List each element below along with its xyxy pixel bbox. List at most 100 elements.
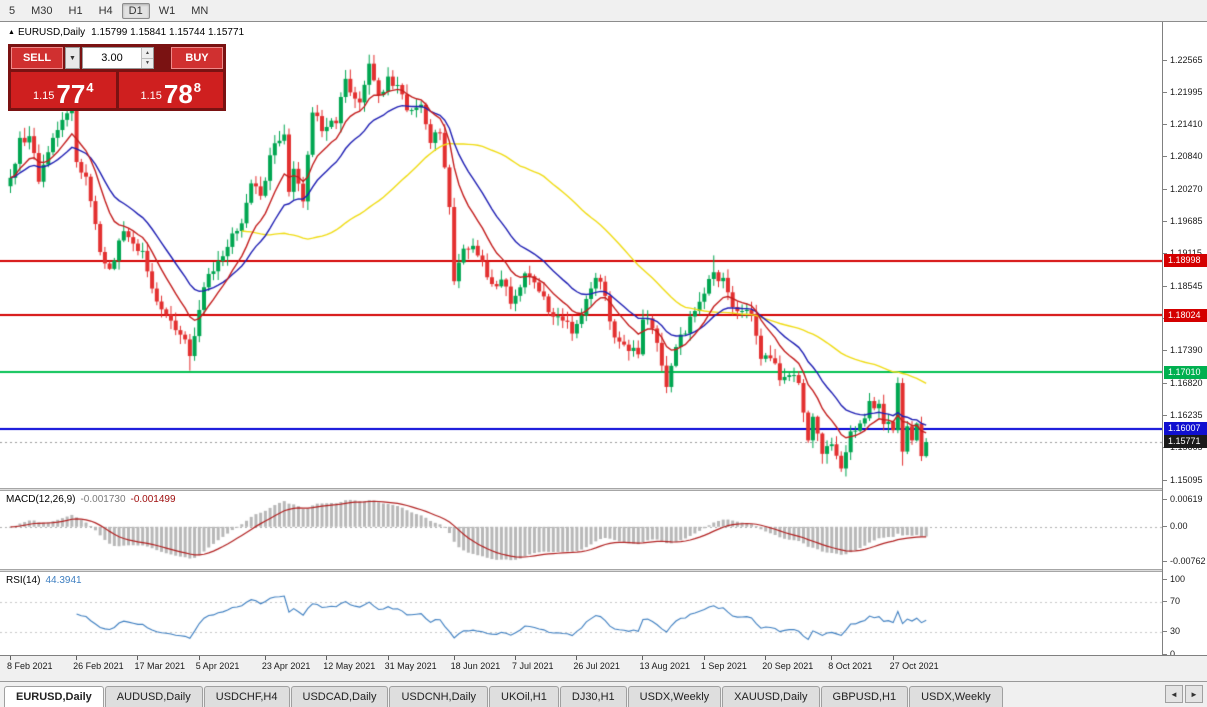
volume-field-wrap: ▲ ▼ <box>82 47 154 69</box>
scale-tick <box>1163 631 1167 632</box>
ask-price-pip: 8 <box>193 80 202 95</box>
timeframe-button-d1[interactable]: D1 <box>121 2 150 19</box>
time-label: 8 Feb 2021 <box>7 661 53 671</box>
chart-tab-usdx-weekly[interactable]: USDX,Weekly <box>909 686 1003 707</box>
ask-price-prefix: 1.15 <box>140 90 162 102</box>
chart-ohlc-header: ▲ EURUSD,Daily 1.15799 1.15841 1.15744 1.1… <box>8 27 244 38</box>
time-label: 23 Apr 2021 <box>261 661 311 671</box>
pane-separator-macd[interactable] <box>0 488 1207 491</box>
trade-prices-row: 1.15 77 4 1.15 78 8 <box>11 72 223 108</box>
scale-tick <box>1163 578 1167 580</box>
rsi-value: 44.3941 <box>45 575 82 586</box>
timeframe-button-mn[interactable]: MN <box>191 4 209 17</box>
scale-tick <box>1163 124 1167 126</box>
price-scale[interactable]: 1.22565 1.21995 1.21410 1.20840 1.20270 1.196… <box>1162 22 1207 659</box>
scale-tick <box>1163 601 1167 602</box>
scale-tick <box>1163 382 1167 384</box>
scale-tick <box>1163 59 1167 61</box>
scale-tick <box>1163 285 1167 287</box>
time-tick <box>576 656 578 660</box>
time-tick <box>198 656 200 660</box>
time-tick <box>515 656 517 660</box>
chart-tab-gbpusd-h1[interactable]: GBPUSD,H1 <box>820 686 909 707</box>
bid-price-big: 77 <box>56 78 86 109</box>
chart-tab-audusd-daily[interactable]: AUDUSD,Daily <box>104 686 203 707</box>
chart-window: ▲ EURUSD,Daily 1.15799 1.15841 1.15744 1.1… <box>0 22 1207 681</box>
chart-tab-xauusd-daily[interactable]: XAUUSD,Daily <box>722 686 820 707</box>
time-tick <box>642 656 644 660</box>
scale-tick <box>1163 479 1167 481</box>
time-label: 27 Oct 2021 <box>889 661 939 671</box>
scale-tick <box>1163 253 1167 255</box>
time-label: 26 Feb 2021 <box>73 661 124 671</box>
ask-price-panel[interactable]: 1.15 78 8 <box>118 72 223 108</box>
tabs-scroll-left-button[interactable]: ◄ <box>1165 685 1183 703</box>
rsi-header: RSI(14) 44.3941 <box>6 575 82 586</box>
chart-tab-usdx-weekly[interactable]: USDX,Weekly <box>627 686 722 707</box>
scale-tick <box>1163 156 1167 158</box>
volume-decrease-button[interactable]: ▼ <box>142 58 153 68</box>
chart-symbol-title: EURUSD,Daily <box>17 27 86 38</box>
time-label: 17 Mar 2021 <box>134 661 185 671</box>
price-label: 1.20840 <box>1170 151 1203 162</box>
scale-tick <box>1163 560 1167 562</box>
price-label: 1.19685 <box>1170 216 1203 227</box>
scale-tick <box>1163 526 1167 528</box>
timeframe-button-h4[interactable]: H4 <box>98 4 113 17</box>
rsi-scale-label: 100 <box>1170 573 1186 584</box>
rsi-scale-label: 30 <box>1170 626 1181 636</box>
time-tick <box>765 656 767 660</box>
price-tag: 1.18998 <box>1164 254 1207 268</box>
time-label: 13 Aug 2021 <box>639 661 691 671</box>
time-label: 18 Jun 2021 <box>450 661 501 671</box>
price-label: 1.16235 <box>1170 410 1203 421</box>
bid-price-panel[interactable]: 1.15 77 4 <box>11 72 116 108</box>
time-label: 26 Jul 2021 <box>573 661 620 671</box>
price-label: 1.21995 <box>1170 86 1203 97</box>
rsi-scale-label: 70 <box>1170 596 1181 606</box>
sell-button[interactable]: SELL <box>11 47 63 69</box>
rsi-canvas[interactable] <box>0 572 1162 655</box>
price-label: 1.19115 <box>1170 248 1202 258</box>
buy-button[interactable]: BUY <box>171 47 223 69</box>
scale-tick <box>1163 91 1167 93</box>
time-axis[interactable]: 8 Feb 2021 26 Feb 2021 17 Mar 2021 5 Apr 20… <box>0 655 1207 681</box>
time-tick <box>831 656 833 660</box>
timeframe-button-5[interactable]: 5 <box>9 4 16 17</box>
volume-increase-button[interactable]: ▲ <box>142 48 153 59</box>
bid-price-pip: 4 <box>86 80 94 95</box>
time-label: 31 May 2021 <box>384 661 437 671</box>
volume-dropdown-button[interactable]: ▼ <box>65 47 80 69</box>
chart-tab-usdchf-h4[interactable]: USDCHF,H4 <box>203 686 290 707</box>
time-tick <box>892 656 894 660</box>
symbol-marker-icon: ▲ <box>8 29 15 36</box>
scale-tick <box>1163 221 1167 223</box>
price-label: 1.18545 <box>1170 280 1203 291</box>
chart-tab-eurusd-daily[interactable]: EURUSD,Daily <box>4 686 104 707</box>
time-label: 20 Sep 2021 <box>762 661 814 671</box>
timeframe-button-h1[interactable]: H1 <box>68 4 83 17</box>
macd-canvas[interactable] <box>0 491 1162 569</box>
chart-tab-usdcnh-daily[interactable]: USDCNH,Daily <box>389 686 489 707</box>
macd-scale-label: 0.00 <box>1170 521 1188 532</box>
chart-tab-dj30-h1[interactable]: DJ30,H1 <box>559 686 627 707</box>
chart-tab-usdcad-daily[interactable]: USDCAD,Daily <box>290 686 389 707</box>
rsi-scale-label: 0 <box>1170 648 1176 659</box>
scale-tick <box>1163 498 1167 500</box>
timeframe-button-w1[interactable]: W1 <box>158 4 176 17</box>
price-tag: 1.15771 <box>1164 435 1207 449</box>
pane-separator-rsi[interactable] <box>0 569 1207 572</box>
time-tick <box>326 656 328 660</box>
macd-value-main: -0.001730 <box>80 494 126 505</box>
chart-tab-ukoil-h1[interactable]: UKOil,H1 <box>489 686 559 707</box>
price-tag: 1.17010 <box>1164 365 1207 379</box>
price-label: 1.22565 <box>1170 54 1203 65</box>
tabs-scroll-right-button[interactable]: ► <box>1185 685 1203 703</box>
time-tick <box>387 656 389 660</box>
macd-name: MACD(12,26,9) <box>6 494 76 505</box>
time-tick <box>453 656 455 660</box>
volume-input[interactable] <box>83 48 141 68</box>
scale-tick <box>1163 653 1167 655</box>
time-label: 7 Jul 2021 <box>512 661 554 671</box>
timeframe-button-m30[interactable]: M30 <box>31 4 53 17</box>
